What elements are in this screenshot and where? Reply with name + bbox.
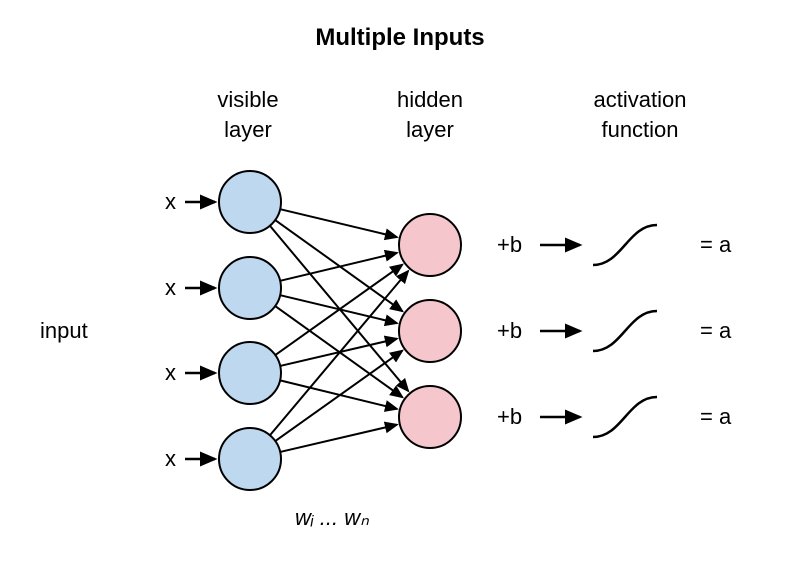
sigmoid-icon (593, 225, 657, 265)
hidden-node (399, 214, 461, 276)
diagram-container: Multiple Inputs visible layer hidden lay… (0, 0, 800, 573)
activation-label-l2: function (601, 117, 678, 142)
dynamic-group: x x x x +b = a +b = a +b = a (165, 171, 732, 490)
equals-a-label: = a (700, 318, 732, 343)
hidden-node (399, 300, 461, 362)
input-label: input (40, 318, 88, 343)
visible-layer-label-l1: visible (217, 87, 278, 112)
visible-node (219, 171, 281, 233)
hidden-layer-label-l1: hidden (397, 87, 463, 112)
input-x-label: x (165, 189, 176, 214)
input-x-label: x (165, 446, 176, 471)
input-x-label: x (165, 360, 176, 385)
equals-a-label: = a (700, 232, 732, 257)
connection-edge (280, 253, 397, 281)
input-x-label: x (165, 275, 176, 300)
visible-node (219, 257, 281, 319)
bias-label: +b (497, 404, 522, 429)
connection-edge (280, 380, 397, 409)
visible-node (219, 428, 281, 490)
weights-label: wᵢ ... wₙ (295, 505, 369, 530)
connection-edge (270, 271, 408, 435)
diagram-title: Multiple Inputs (315, 24, 484, 51)
nn-diagram-svg: Multiple Inputs visible layer hidden lay… (0, 0, 800, 573)
bias-label: +b (497, 318, 522, 343)
equals-a-label: = a (700, 404, 732, 429)
bias-label: +b (497, 232, 522, 257)
hidden-node (399, 386, 461, 448)
sigmoid-icon (593, 311, 657, 351)
visible-node (219, 342, 281, 404)
visible-layer-label-l2: layer (224, 117, 272, 142)
connection-edge (280, 425, 397, 452)
sigmoid-icon (593, 397, 657, 437)
activation-label-l1: activation (594, 87, 687, 112)
connection-edge (280, 209, 397, 237)
hidden-layer-label-l2: layer (406, 117, 454, 142)
